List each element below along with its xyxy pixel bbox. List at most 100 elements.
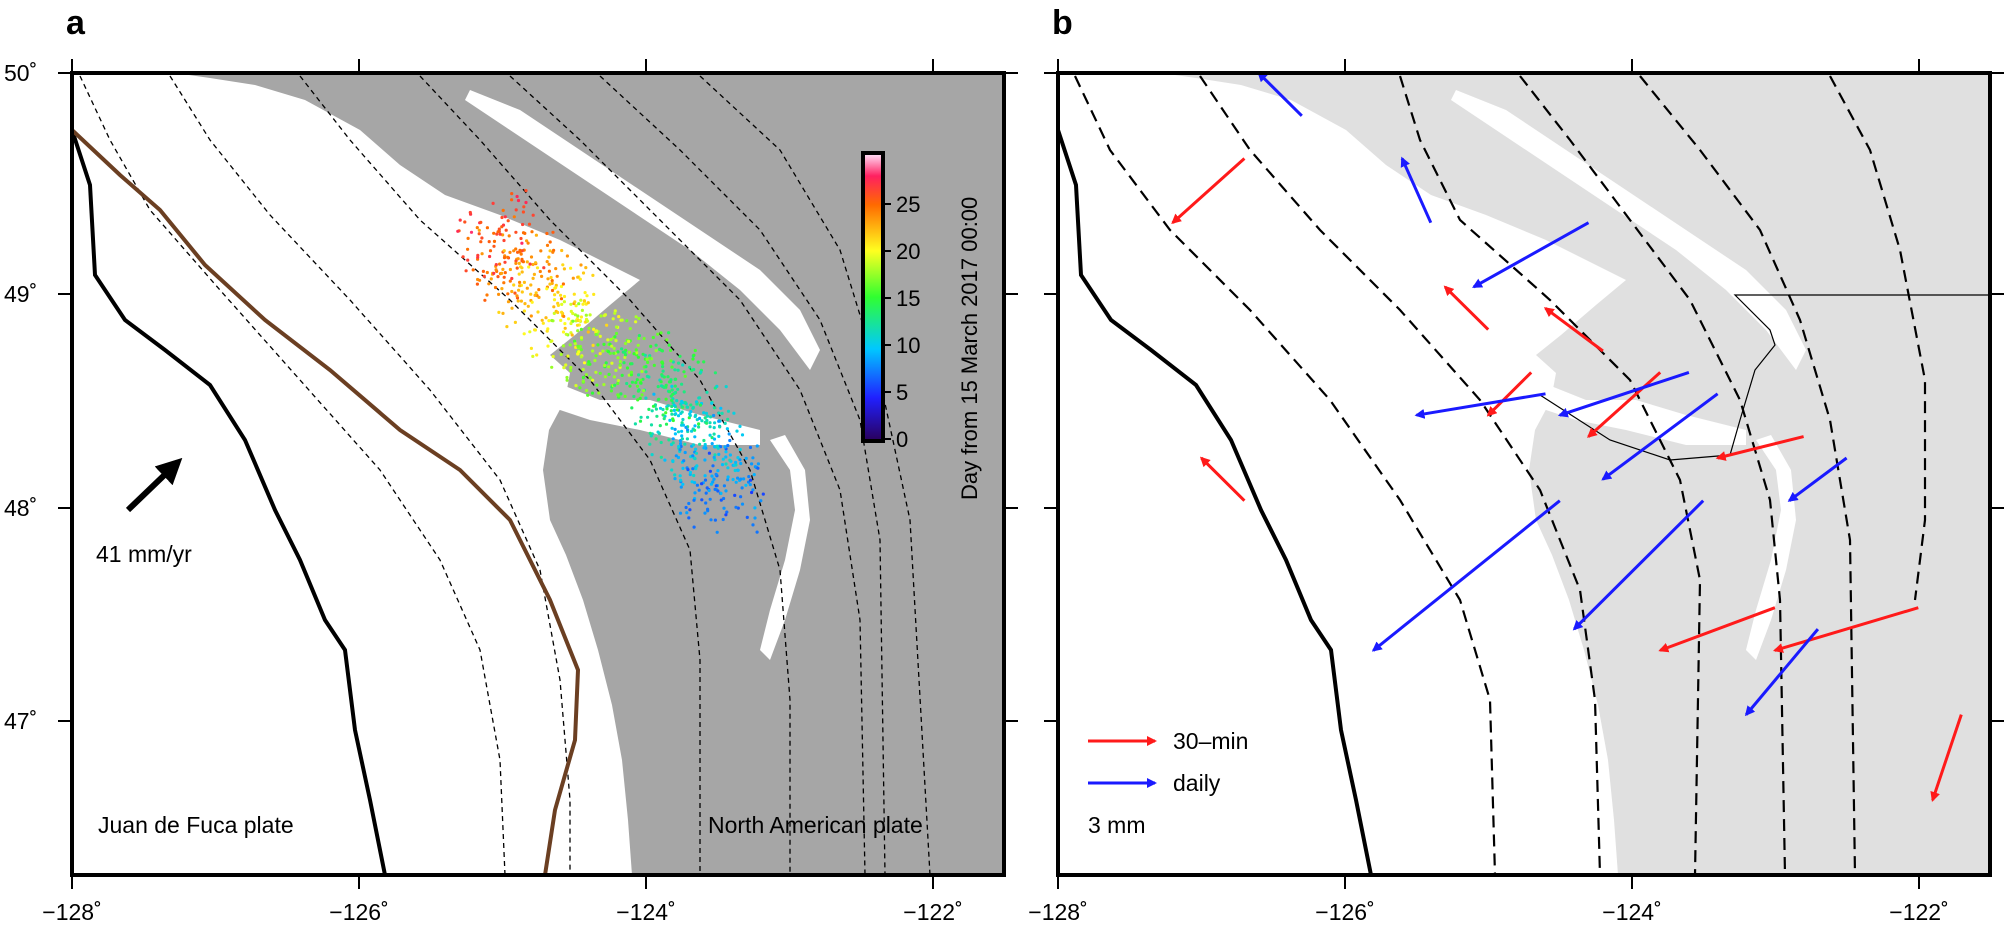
vector-daily — [1472, 221, 1590, 289]
tremor-dot — [671, 459, 675, 464]
tremor-dot — [571, 276, 575, 280]
tremor-dot — [723, 421, 727, 425]
tremor-dot — [728, 458, 732, 462]
tremor-dot — [592, 327, 596, 331]
tremor-dot — [516, 257, 520, 261]
cbar-tick-15: 15 — [896, 286, 920, 311]
tremor-dot — [597, 391, 601, 395]
colorbar: 0 5 10 15 20 25 Day from 15 March 2017 0… — [861, 151, 982, 500]
tremor-dot — [504, 228, 508, 232]
tremor-dot — [755, 530, 759, 534]
tremor-dot — [613, 335, 617, 339]
tremor-dot — [571, 319, 575, 323]
tremor-dot — [700, 419, 704, 423]
tremor-dot — [556, 303, 561, 307]
tremor-dot — [761, 492, 765, 496]
tremor-dot — [672, 408, 676, 412]
tremor-dot — [698, 442, 702, 446]
tremor-dot — [659, 440, 663, 445]
tremor-dot — [703, 511, 707, 515]
tremor-dot — [475, 282, 479, 286]
tremor-dot — [479, 220, 483, 224]
panel-a-label: a — [66, 4, 86, 42]
tremor-dot — [559, 293, 563, 297]
tremor-dot — [463, 220, 467, 224]
tremor-dot — [698, 403, 703, 407]
tremor-dot — [559, 284, 564, 289]
tremor-dot — [697, 425, 701, 429]
axis-ticks — [58, 59, 2004, 889]
tremor-dot — [479, 240, 483, 244]
tremor-dot — [603, 375, 608, 379]
tremor-dot — [546, 277, 550, 281]
tremor-dot — [726, 475, 730, 479]
tremor-dot — [713, 371, 718, 375]
tremor-dot — [588, 362, 592, 366]
tremor-dot — [703, 416, 707, 420]
tremor-dot — [584, 313, 588, 317]
contour-a-2 — [169, 75, 571, 875]
tremor-dot — [524, 200, 528, 205]
tremor-dot — [512, 249, 516, 253]
tremor-dot — [488, 249, 493, 253]
tremor-dot — [695, 483, 700, 487]
tremor-dot — [616, 356, 620, 360]
tremor-dot — [637, 316, 641, 321]
vector-daily — [1557, 370, 1690, 418]
tremor-dot — [514, 230, 518, 234]
tremor-dot — [485, 293, 489, 297]
tremor-dot — [502, 256, 507, 260]
tremor-dot — [720, 463, 725, 467]
tremor-dot — [616, 350, 620, 354]
tremor-dot — [613, 309, 617, 313]
x-tick-a-122: −122˚ — [903, 899, 962, 925]
tremor-dot — [748, 445, 753, 450]
tremor-dot — [535, 266, 540, 270]
tremor-dot — [684, 425, 688, 429]
legend-30min-label: 30–min — [1173, 728, 1248, 754]
plate-velocity-label: 41 mm/yr — [96, 541, 192, 567]
tremor-dot — [520, 241, 524, 245]
tremor-dot — [591, 349, 595, 353]
tremor-dot — [617, 315, 621, 319]
tremor-dot — [736, 468, 740, 472]
x-tick-b-122: −122˚ — [1889, 899, 1948, 925]
tremor-dot — [694, 400, 699, 404]
tremor-dot — [688, 413, 692, 418]
tremor-dot — [690, 368, 694, 372]
tremor-dot — [570, 333, 574, 337]
tremor-dot — [636, 355, 641, 359]
tremor-dot — [502, 249, 506, 253]
tremor-dot — [747, 480, 751, 484]
tremor-dot — [683, 401, 687, 405]
tremor-dot — [676, 414, 681, 418]
tremor-dot — [652, 363, 656, 367]
tremor-dot — [510, 192, 514, 196]
tremor-dot — [624, 353, 628, 357]
x-tick-b-124: −124˚ — [1602, 899, 1661, 925]
tremor-dot — [688, 508, 692, 512]
tremor-dot — [690, 480, 694, 484]
tremor-dot — [756, 466, 760, 470]
tremor-dot — [676, 430, 681, 434]
tremor-dot — [547, 262, 551, 266]
tremor-dot — [635, 351, 639, 355]
tremor-dot — [547, 255, 551, 259]
tremor-dot — [614, 331, 619, 336]
tremor-dot — [648, 356, 652, 360]
contour-b-5 — [1639, 75, 1857, 875]
tremor-dot — [565, 254, 570, 258]
tremor-dot — [716, 489, 720, 493]
tremor-dot — [713, 453, 717, 457]
tremor-dot — [703, 478, 708, 482]
tremor-dot — [616, 379, 621, 383]
tremor-dot — [700, 498, 704, 502]
tremor-dot — [707, 488, 711, 493]
tremor-dot — [683, 374, 687, 378]
tremor-dot — [706, 507, 710, 511]
tremor-dot — [573, 300, 577, 304]
tremor-dot — [715, 384, 719, 388]
tremor-dot — [633, 422, 638, 426]
tremor-dot — [579, 263, 583, 267]
tremor-dot — [678, 511, 683, 515]
